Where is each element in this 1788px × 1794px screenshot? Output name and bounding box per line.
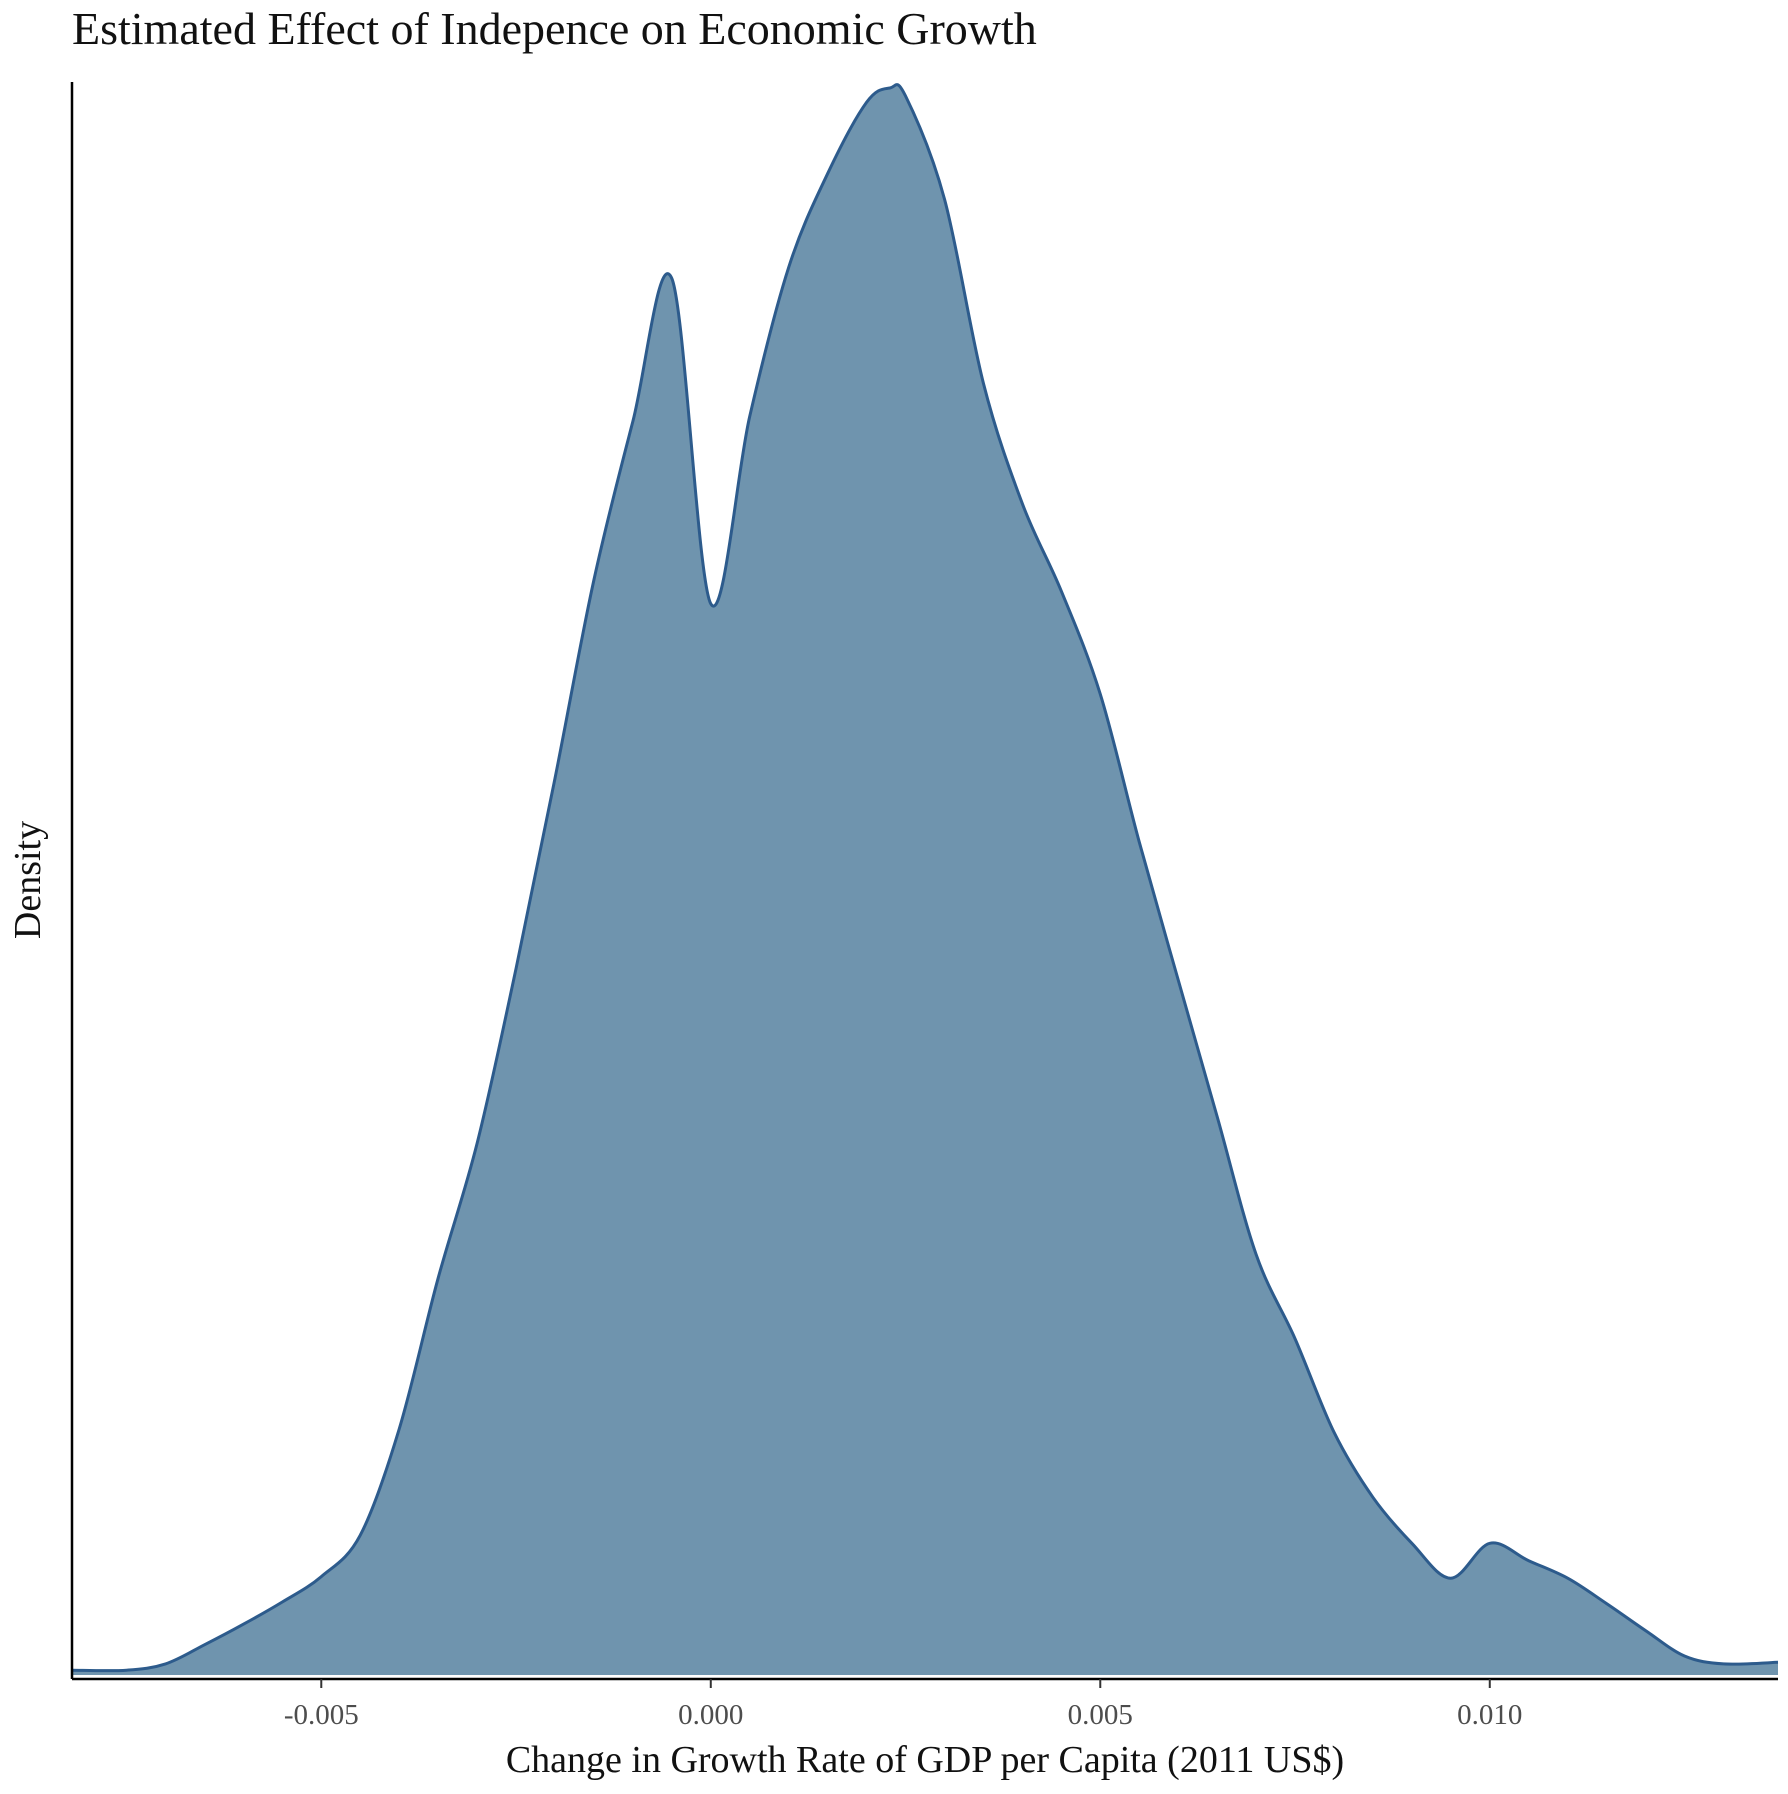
x-tick-label: 0.000 xyxy=(678,1699,743,1731)
density-area-fill xyxy=(72,84,1778,1676)
chart-title: Estimated Effect of Indepence on Economi… xyxy=(72,3,1037,54)
density-curve-line xyxy=(71,83,1779,1673)
x-axis-ticks: -0.005 0.000 0.005 0.010 xyxy=(284,1679,1522,1731)
x-tick-label: -0.005 xyxy=(284,1699,359,1731)
y-axis-title: Density xyxy=(7,821,49,939)
x-tick-label: 0.005 xyxy=(1068,1699,1133,1731)
x-axis-title: Change in Growth Rate of GDP per Capita … xyxy=(506,1739,1344,1781)
plot-area xyxy=(71,83,1779,1676)
x-tick-label: 0.010 xyxy=(1457,1699,1522,1731)
